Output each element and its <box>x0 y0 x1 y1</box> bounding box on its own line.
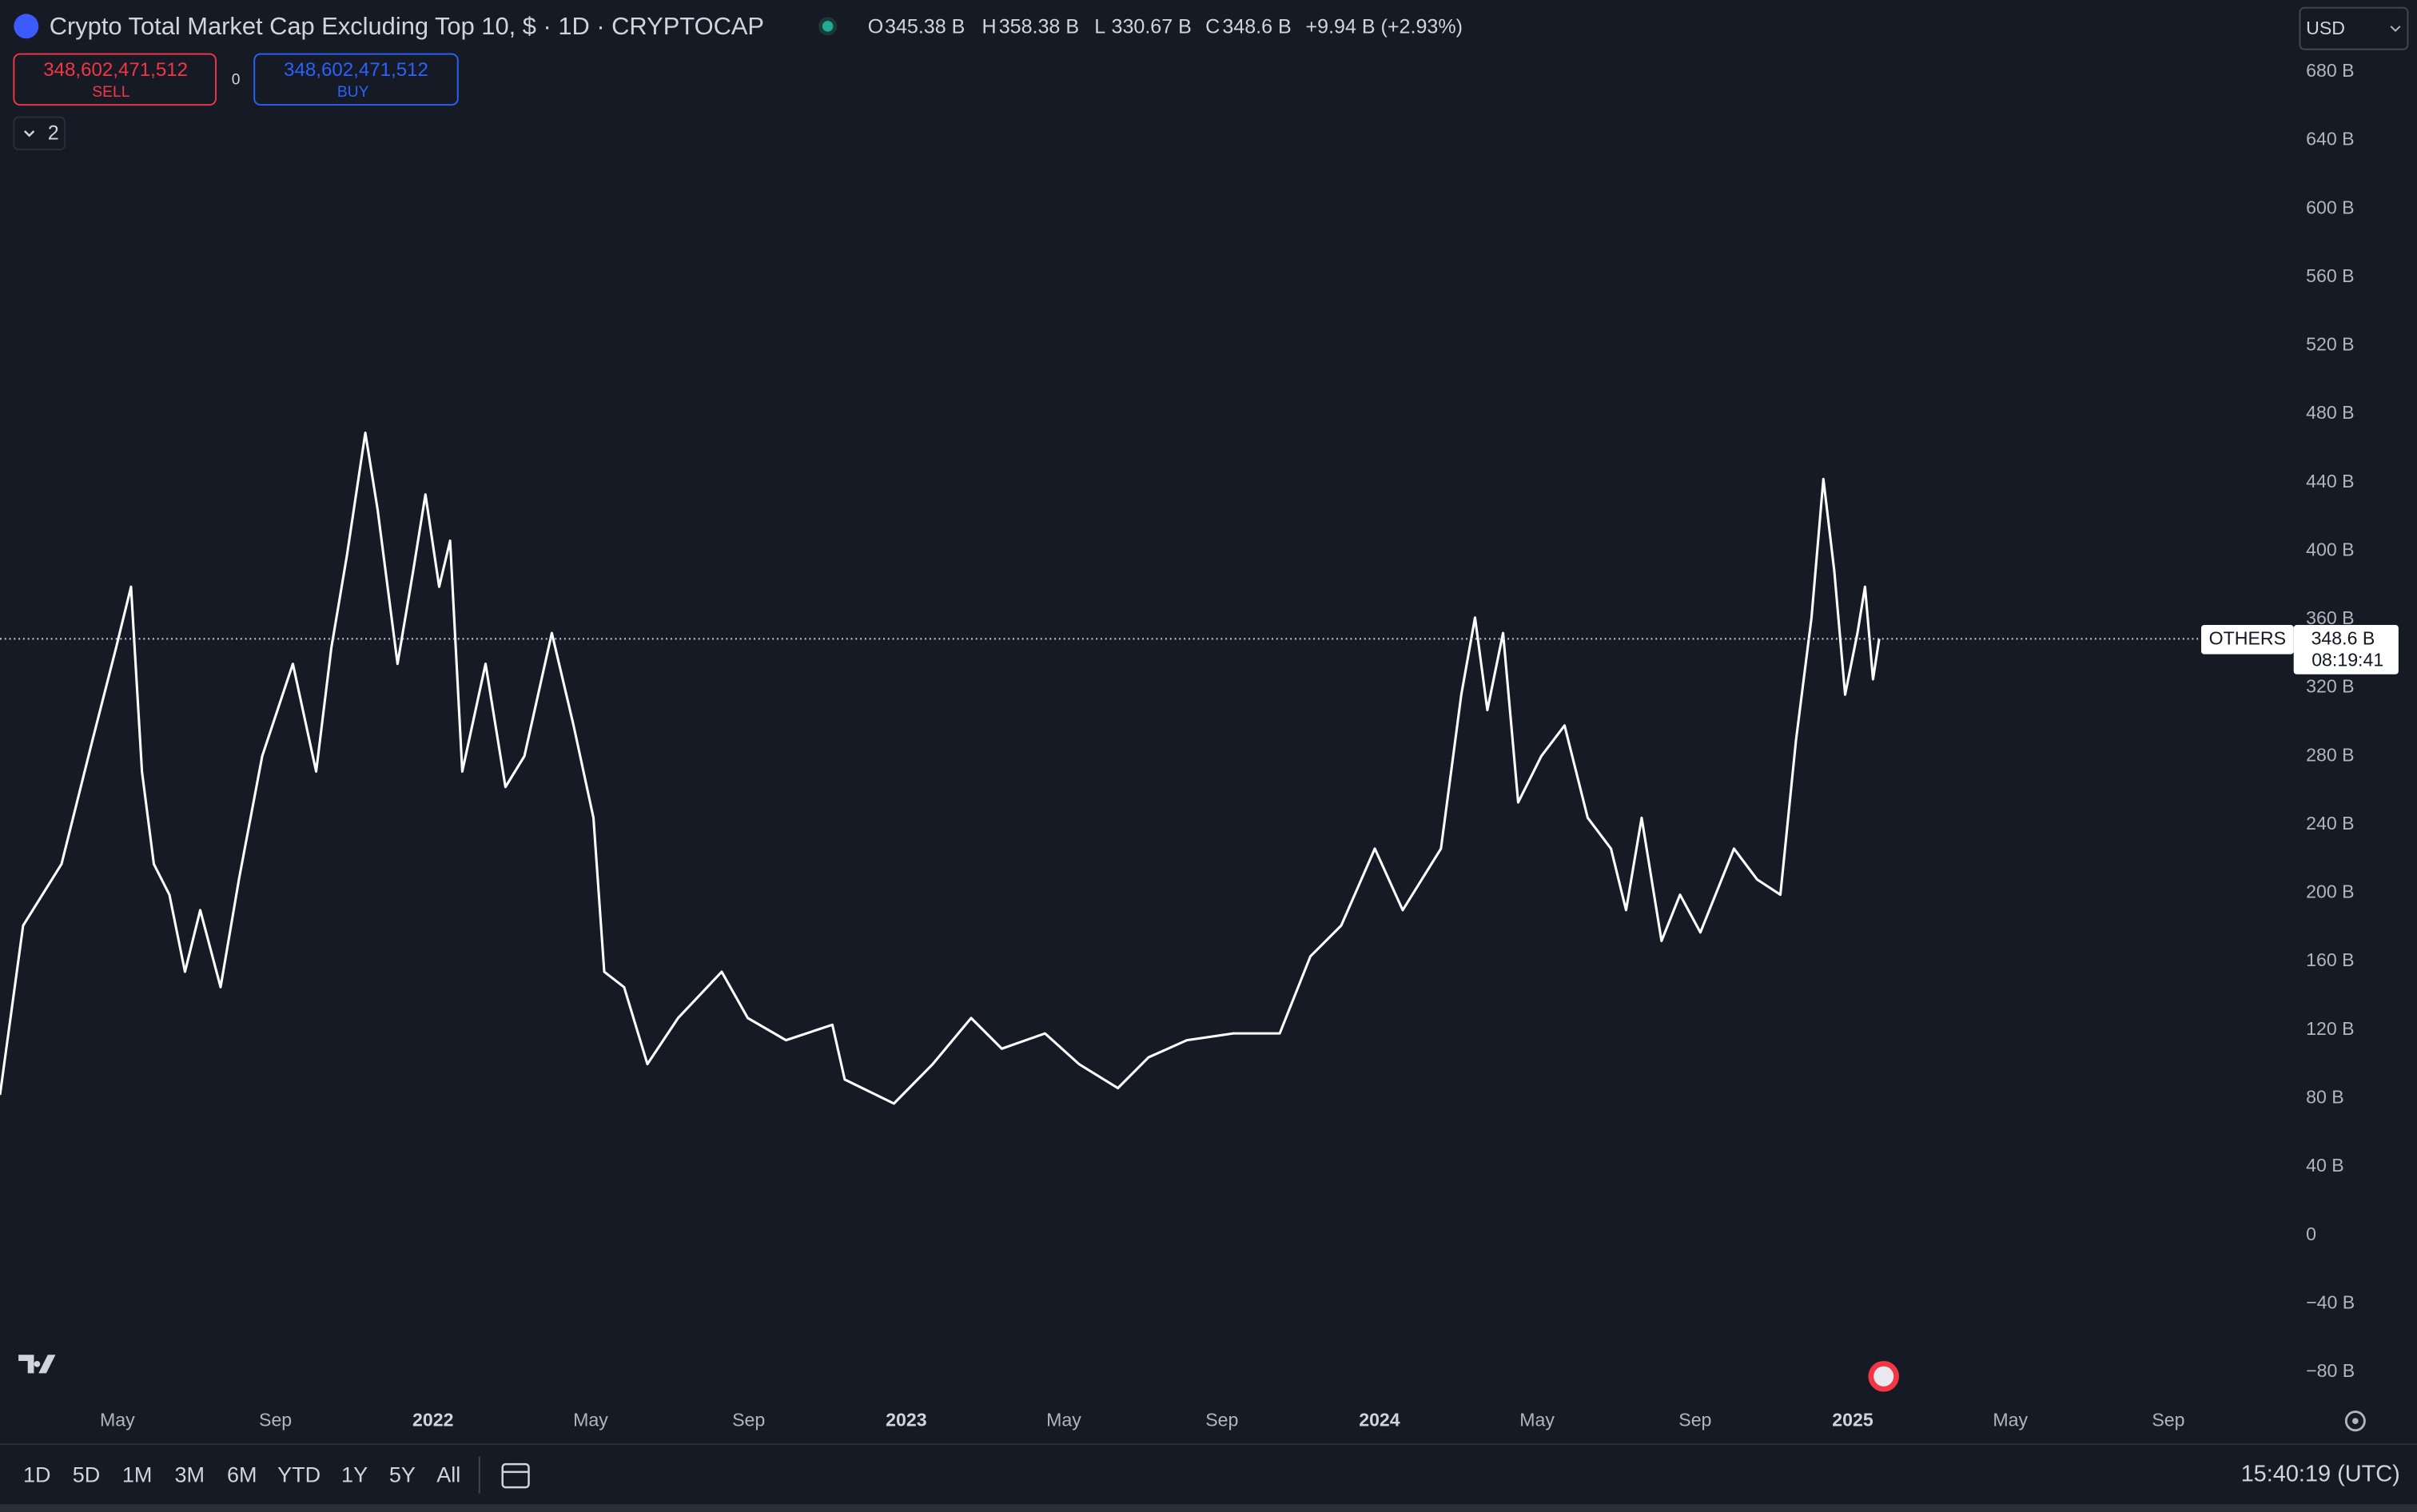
y-tick-label: 560 B <box>2306 265 2354 286</box>
x-tick-label: 2024 <box>1359 1409 1400 1430</box>
settings-icon[interactable] <box>2344 1411 2366 1432</box>
x-tick-label: Sep <box>732 1409 765 1430</box>
x-tick-label: 2023 <box>886 1409 927 1430</box>
range-button[interactable]: 3M <box>174 1463 205 1487</box>
indicators-toggle[interactable] <box>13 116 66 151</box>
range-button[interactable]: 5Y <box>389 1463 416 1487</box>
y-tick-label: 680 B <box>2306 60 2354 81</box>
indicators-count[interactable]: 2 <box>48 121 59 144</box>
status-dot <box>822 21 834 32</box>
tradingview-logo[interactable] <box>18 1355 56 1374</box>
y-tick-label: 80 B <box>2306 1087 2344 1108</box>
y-tick-label: 40 B <box>2306 1155 2344 1176</box>
ohlc-value: 330.67 B <box>1112 15 1192 38</box>
y-tick-label: −40 B <box>2306 1291 2355 1312</box>
x-tick-label: May <box>1519 1409 1555 1430</box>
ohlc-value: 345.38 B <box>885 15 965 38</box>
series-name: OTHERS <box>2209 627 2286 648</box>
y-tick-label: 600 B <box>2306 197 2354 217</box>
y-tick-label: 200 B <box>2306 881 2354 902</box>
y-tick-label: 160 B <box>2306 949 2354 970</box>
y-tick-label: 120 B <box>2306 1018 2354 1039</box>
y-tick-label: 360 B <box>2306 607 2354 628</box>
range-button[interactable]: YTD <box>277 1463 321 1487</box>
y-tick-label: 240 B <box>2306 813 2354 834</box>
settings-icon-center <box>2352 1418 2359 1425</box>
date-range-icon[interactable] <box>501 1462 530 1489</box>
clock[interactable]: 15:40:19 (UTC) <box>2241 1461 2400 1486</box>
currency[interactable]: USD <box>2306 18 2345 38</box>
x-tick-label: May <box>1046 1409 1081 1430</box>
countdown: 08:19:41 <box>2311 649 2383 670</box>
y-tick-label: 520 B <box>2306 334 2354 355</box>
y-tick-label: 440 B <box>2306 471 2354 491</box>
spread: 0 <box>232 71 241 88</box>
y-tick-label: 640 B <box>2306 129 2354 149</box>
range-button[interactable]: 1M <box>122 1463 153 1487</box>
ohlc-value: 358.38 B <box>999 15 1079 38</box>
bottom-edge <box>0 1504 2417 1512</box>
x-tick-label: 2025 <box>1832 1409 1873 1430</box>
series-name-box <box>2201 625 2294 655</box>
range-button[interactable]: 5D <box>73 1463 101 1487</box>
range-buttons: 1D 5D 1M 3M 6M YTD 1Y 5Y All <box>23 1463 460 1487</box>
x-tick-label: May <box>1993 1409 2028 1430</box>
symbol-icon[interactable] <box>14 14 39 39</box>
buy-label[interactable]: BUY <box>337 84 369 101</box>
x-tick-label: May <box>100 1409 135 1430</box>
range-button[interactable]: 1D <box>23 1463 51 1487</box>
range-button[interactable]: All <box>436 1463 460 1487</box>
sell-price[interactable]: 348,602,471,512 <box>43 59 188 81</box>
last-price-label: 348.6 B <box>2311 627 2375 648</box>
range-button[interactable]: 6M <box>227 1463 257 1487</box>
y-tick-label: 280 B <box>2306 744 2354 765</box>
flag-icon <box>1873 1366 1894 1387</box>
ohlc-value: 348.6 B <box>1222 15 1291 38</box>
sell-button[interactable] <box>13 53 217 106</box>
plot-area: −80 B −40 B 0 40 B 80 B 120 B 160 B 200 B 240 B 2… <box>0 60 2399 1430</box>
ohlc-key: O <box>868 15 883 38</box>
x-tick-label: May <box>573 1409 608 1430</box>
x-tick-label: Sep <box>2152 1409 2184 1430</box>
y-tick-label: 480 B <box>2306 402 2354 423</box>
y-tick-label: 400 B <box>2306 539 2354 559</box>
x-tick-label: 2022 <box>412 1409 453 1430</box>
currency-box[interactable] <box>2299 6 2409 50</box>
sell-label[interactable]: SELL <box>92 84 129 101</box>
ohlc-key: L <box>1094 15 1105 38</box>
x-tick-label: Sep <box>259 1409 292 1430</box>
chart-title: Crypto Total Market Cap Excluding Top 10… <box>50 12 764 40</box>
buy-price[interactable]: 348,602,471,512 <box>284 59 428 81</box>
ohlc: O 345.38 B H 358.38 B L 330.67 B C 348.6 B <box>868 15 1292 38</box>
y-tick-label: 0 <box>2306 1224 2316 1244</box>
last-price-box <box>2293 625 2399 674</box>
buy-button[interactable] <box>253 53 459 106</box>
price-line <box>0 432 1881 1105</box>
chevron <box>23 130 35 137</box>
x-tick-label: Sep <box>1678 1409 1711 1430</box>
y-tick-label: 320 B <box>2306 676 2354 697</box>
chevron <box>2390 26 2401 32</box>
range-button[interactable]: 1Y <box>341 1463 368 1487</box>
x-tick-label: Sep <box>1205 1409 1238 1430</box>
y-tick-label: −80 B <box>2306 1360 2355 1381</box>
ohlc-key: H <box>982 15 997 38</box>
ohlc-key: C <box>1205 15 1220 38</box>
change: +9.94 B (+2.93%) <box>1306 15 1463 38</box>
